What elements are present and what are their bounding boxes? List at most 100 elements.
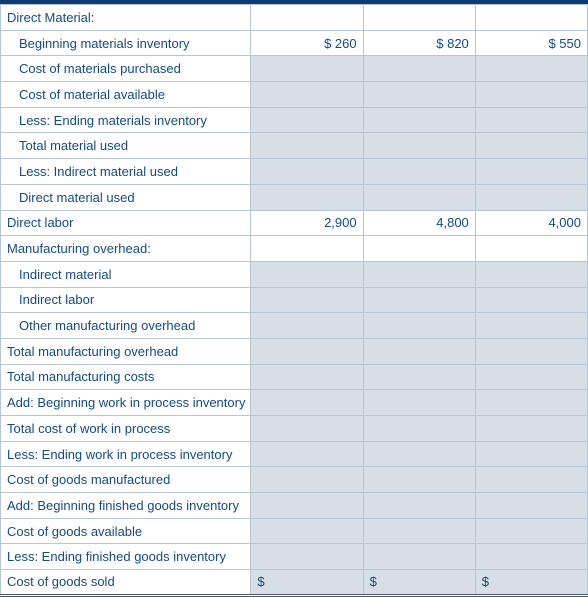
table-row: Manufacturing overhead: <box>1 236 588 262</box>
cell-a <box>251 493 363 519</box>
cell-a <box>251 338 363 364</box>
cell-b <box>363 107 475 133</box>
row-label: Total cost of work in process <box>1 416 251 442</box>
table-row: Total manufacturing overhead <box>1 338 588 364</box>
row-label: Cost of goods manufactured <box>1 467 251 493</box>
row-label: Add: Beginning work in process inventory <box>1 390 251 416</box>
row-label: Other manufacturing overhead <box>1 313 251 339</box>
cell-a: 2,900 <box>251 210 363 236</box>
cell-c <box>475 236 587 262</box>
cell-c <box>475 364 587 390</box>
table-row: Add: Beginning finished goods inventory <box>1 493 588 519</box>
cell-a <box>251 236 363 262</box>
row-label: Add: Beginning finished goods inventory <box>1 493 251 519</box>
table-row: Cost of material available <box>1 82 588 108</box>
cell-b <box>363 338 475 364</box>
table-row: Less: Ending finished goods inventory <box>1 544 588 570</box>
cell-a <box>251 416 363 442</box>
cell-a <box>251 467 363 493</box>
row-label: Indirect material <box>1 261 251 287</box>
row-label: Cost of materials purchased <box>1 56 251 82</box>
table-row: Indirect material <box>1 261 588 287</box>
table-row: Cost of goods sold$$$ <box>1 570 588 596</box>
row-label: Manufacturing overhead: <box>1 236 251 262</box>
cell-c <box>475 261 587 287</box>
cell-c <box>475 313 587 339</box>
row-label: Total manufacturing overhead <box>1 338 251 364</box>
cell-c <box>475 184 587 210</box>
cell-a <box>251 184 363 210</box>
cell-b <box>363 5 475 31</box>
cell-c <box>475 159 587 185</box>
table-row: Beginning materials inventory$ 260$ 820$… <box>1 30 588 56</box>
cell-a <box>251 313 363 339</box>
cell-a <box>251 518 363 544</box>
cell-b <box>363 544 475 570</box>
row-label: Direct Material: <box>1 5 251 31</box>
cell-c <box>475 493 587 519</box>
cell-c <box>475 518 587 544</box>
cell-b <box>363 261 475 287</box>
cell-a <box>251 5 363 31</box>
cell-c <box>475 107 587 133</box>
cell-c <box>475 390 587 416</box>
cell-a <box>251 82 363 108</box>
row-label: Indirect labor <box>1 287 251 313</box>
cell-b <box>363 236 475 262</box>
cell-b <box>363 390 475 416</box>
cell-a <box>251 56 363 82</box>
cell-b <box>363 493 475 519</box>
cell-a <box>251 261 363 287</box>
table-row: Total manufacturing costs <box>1 364 588 390</box>
row-label: Cost of goods sold <box>1 570 251 596</box>
cell-c <box>475 416 587 442</box>
cost-table: Direct Material:Beginning materials inve… <box>0 4 588 597</box>
cell-c <box>475 467 587 493</box>
row-label: Less: Ending materials inventory <box>1 107 251 133</box>
cell-b <box>363 159 475 185</box>
cell-b <box>363 82 475 108</box>
cell-b <box>363 184 475 210</box>
table-row: Less: Ending materials inventory <box>1 107 588 133</box>
table-row: Cost of goods available <box>1 518 588 544</box>
row-label: Cost of goods available <box>1 518 251 544</box>
table-row: Add: Beginning work in process inventory <box>1 390 588 416</box>
table-row: Cost of materials purchased <box>1 56 588 82</box>
cell-c: $ <box>475 570 587 596</box>
cell-c: $ 550 <box>475 30 587 56</box>
table-row: Other manufacturing overhead <box>1 313 588 339</box>
cell-c <box>475 133 587 159</box>
cell-b <box>363 441 475 467</box>
cell-c <box>475 544 587 570</box>
cell-c <box>475 56 587 82</box>
row-label: Less: Ending work in process inventory <box>1 441 251 467</box>
cell-b <box>363 56 475 82</box>
table-row: Indirect labor <box>1 287 588 313</box>
row-label: Less: Ending finished goods inventory <box>1 544 251 570</box>
table-row: Direct material used <box>1 184 588 210</box>
cell-a <box>251 159 363 185</box>
cell-c <box>475 287 587 313</box>
cell-b: $ 820 <box>363 30 475 56</box>
cell-c <box>475 338 587 364</box>
cell-a <box>251 390 363 416</box>
row-label: Total material used <box>1 133 251 159</box>
cell-a <box>251 544 363 570</box>
table-row: Less: Ending work in process inventory <box>1 441 588 467</box>
cell-a <box>251 133 363 159</box>
cell-c <box>475 82 587 108</box>
row-label: Less: Indirect material used <box>1 159 251 185</box>
table-row: Direct labor2,9004,8004,000 <box>1 210 588 236</box>
cell-b <box>363 416 475 442</box>
cell-c <box>475 441 587 467</box>
row-label: Direct labor <box>1 210 251 236</box>
cell-b <box>363 287 475 313</box>
cell-b <box>363 467 475 493</box>
cell-b <box>363 313 475 339</box>
cell-a <box>251 364 363 390</box>
row-label: Beginning materials inventory <box>1 30 251 56</box>
table-row: Cost of goods manufactured <box>1 467 588 493</box>
worksheet: Direct Material:Beginning materials inve… <box>0 0 588 597</box>
cell-c: 4,000 <box>475 210 587 236</box>
table-row: Direct Material: <box>1 5 588 31</box>
